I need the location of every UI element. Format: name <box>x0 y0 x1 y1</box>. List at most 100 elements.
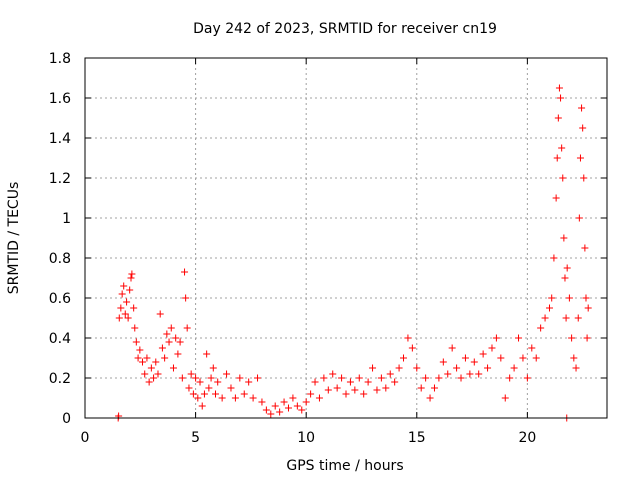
data-point <box>143 355 150 362</box>
data-point <box>387 371 394 378</box>
data-point <box>117 305 124 312</box>
data-point <box>550 255 557 262</box>
data-point <box>272 403 279 410</box>
data-point <box>205 385 212 392</box>
data-point <box>128 275 135 282</box>
data-point <box>497 355 504 362</box>
x-axis-label: GPS time / hours <box>286 458 403 474</box>
data-point <box>519 355 526 362</box>
data-point <box>185 385 192 392</box>
data-point <box>351 387 358 394</box>
data-point <box>263 407 270 414</box>
data-point <box>133 339 140 346</box>
data-point <box>214 379 221 386</box>
data-point <box>396 365 403 372</box>
y-tick-label: 0.2 <box>49 371 71 387</box>
data-point <box>466 371 473 378</box>
data-point <box>126 287 133 294</box>
data-point <box>422 375 429 382</box>
data-point <box>150 375 157 382</box>
data-point <box>546 305 553 312</box>
data-point <box>136 347 143 354</box>
data-point <box>557 95 564 102</box>
data-point <box>560 235 567 242</box>
data-point <box>285 405 292 412</box>
data-point <box>502 395 509 402</box>
data-point <box>338 375 345 382</box>
data-point <box>168 325 175 332</box>
data-point <box>174 351 181 358</box>
data-point <box>563 315 570 322</box>
data-point <box>208 375 215 382</box>
data-point <box>267 411 274 418</box>
data-point <box>177 339 184 346</box>
data-point <box>553 195 560 202</box>
data-point <box>197 379 204 386</box>
data-point <box>570 355 577 362</box>
data-point <box>382 385 389 392</box>
data-point <box>159 345 166 352</box>
data-point <box>203 351 210 358</box>
plot-frame <box>85 58 607 418</box>
data-point <box>120 283 127 290</box>
x-tick-label: 10 <box>297 430 315 446</box>
x-tick-label: 20 <box>518 430 536 446</box>
data-point <box>435 375 442 382</box>
data-point <box>548 295 555 302</box>
data-point <box>413 365 420 372</box>
y-tick-label: 1.2 <box>49 171 71 187</box>
data-point <box>418 385 425 392</box>
data-point <box>241 391 248 398</box>
data-point <box>369 365 376 372</box>
grid-layer <box>85 58 607 418</box>
data-point <box>131 325 138 332</box>
y-tick-label: 1 <box>62 211 71 227</box>
data-point <box>575 315 582 322</box>
data-point <box>533 355 540 362</box>
data-point <box>356 375 363 382</box>
chart-title: Day 242 of 2023, SRMTID for receiver cn1… <box>193 21 497 37</box>
data-point <box>210 365 217 372</box>
y-tick-label: 0.4 <box>49 331 71 347</box>
data-point <box>515 335 522 342</box>
data-point <box>334 385 341 392</box>
data-point <box>409 345 416 352</box>
data-point <box>250 395 257 402</box>
data-point <box>347 379 354 386</box>
data-point <box>163 331 170 338</box>
data-point <box>555 115 562 122</box>
data-point <box>449 345 456 352</box>
data-point <box>154 371 161 378</box>
data-point <box>440 359 447 366</box>
data-point <box>303 399 310 406</box>
data-point <box>188 371 195 378</box>
data-point <box>201 391 208 398</box>
data-point <box>130 305 137 312</box>
data-point <box>170 365 177 372</box>
data-point <box>312 379 319 386</box>
data-point <box>141 371 148 378</box>
data-point <box>360 391 367 398</box>
data-point <box>227 385 234 392</box>
data-point <box>537 325 544 332</box>
data-point <box>581 245 588 252</box>
data-point <box>236 375 243 382</box>
data-point <box>139 359 146 366</box>
data-point <box>294 403 301 410</box>
data-point <box>181 269 188 276</box>
data-point <box>219 395 226 402</box>
data-point <box>119 291 126 298</box>
data-point <box>558 145 565 152</box>
y-tick-label: 1.4 <box>49 131 71 147</box>
data-point <box>128 271 135 278</box>
data-point <box>488 345 495 352</box>
data-point <box>298 407 305 414</box>
data-point <box>212 391 219 398</box>
data-point <box>179 375 186 382</box>
data-point <box>400 355 407 362</box>
data-point <box>579 125 586 132</box>
data-point <box>329 371 336 378</box>
data-point <box>365 379 372 386</box>
data-point <box>578 105 585 112</box>
data-point <box>511 365 518 372</box>
